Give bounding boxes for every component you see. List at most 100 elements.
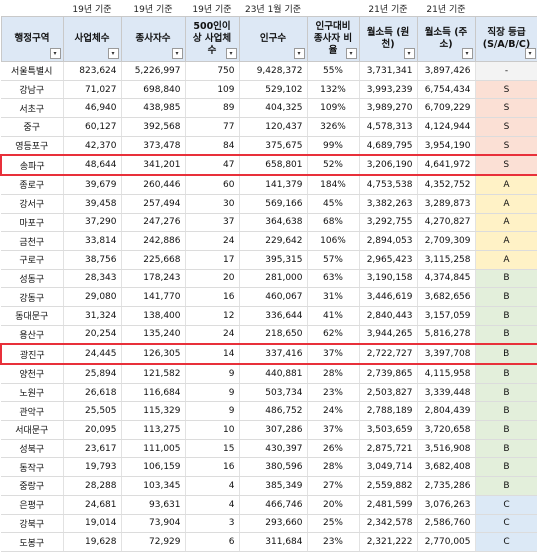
- value-cell[interactable]: 4,641,972: [417, 154, 476, 177]
- value-cell[interactable]: 3,944,265: [359, 325, 418, 345]
- district-cell[interactable]: 송파구: [0, 154, 64, 177]
- district-cell[interactable]: 중랑구: [1, 476, 64, 496]
- value-cell[interactable]: 392,568: [121, 117, 186, 137]
- value-cell[interactable]: 47: [185, 154, 240, 177]
- value-cell[interactable]: 33,814: [63, 231, 122, 251]
- value-cell[interactable]: 31,324: [63, 306, 122, 326]
- value-cell[interactable]: 2,321,222: [359, 532, 418, 552]
- grade-cell[interactable]: B: [475, 364, 537, 384]
- value-cell[interactable]: 2,481,599: [359, 495, 418, 515]
- district-cell[interactable]: 강동구: [1, 287, 64, 307]
- value-cell[interactable]: 19,628: [63, 532, 122, 552]
- value-cell[interactable]: 19,014: [63, 514, 122, 534]
- value-cell[interactable]: 55%: [307, 61, 360, 81]
- value-cell[interactable]: 5,226,997: [121, 61, 186, 81]
- value-cell[interactable]: 3,993,239: [359, 80, 418, 100]
- filter-dropdown-icon[interactable]: ▾: [403, 48, 415, 59]
- value-cell[interactable]: 23%: [307, 532, 360, 552]
- district-cell[interactable]: 광진구: [0, 343, 64, 365]
- grade-cell[interactable]: S: [475, 154, 537, 177]
- grade-cell[interactable]: A: [475, 175, 537, 195]
- value-cell[interactable]: 3,516,908: [417, 439, 476, 459]
- value-cell[interactable]: 106%: [307, 231, 360, 251]
- district-cell[interactable]: 금천구: [1, 231, 64, 251]
- value-cell[interactable]: 2,894,053: [359, 231, 418, 251]
- value-cell[interactable]: 2,875,721: [359, 439, 418, 459]
- value-cell[interactable]: 52%: [307, 154, 360, 177]
- filter-dropdown-icon[interactable]: ▾: [461, 48, 473, 59]
- value-cell[interactable]: 2,840,443: [359, 306, 418, 326]
- grade-cell[interactable]: B: [475, 269, 537, 289]
- value-cell[interactable]: 103,345: [121, 476, 186, 496]
- value-cell[interactable]: 184%: [307, 175, 360, 195]
- value-cell[interactable]: 132%: [307, 80, 360, 100]
- value-cell[interactable]: 138,400: [121, 306, 186, 326]
- grade-cell[interactable]: B: [475, 476, 537, 496]
- value-cell[interactable]: 6,709,229: [417, 98, 476, 119]
- filter-dropdown-icon[interactable]: ▾: [225, 48, 237, 59]
- value-cell[interactable]: 89: [185, 98, 240, 119]
- grade-cell[interactable]: A: [475, 213, 537, 233]
- value-cell[interactable]: 3,049,714: [359, 457, 418, 478]
- value-cell[interactable]: 293,660: [239, 514, 308, 534]
- value-cell[interactable]: 3,206,190: [359, 154, 418, 177]
- value-cell[interactable]: 178,243: [121, 269, 186, 289]
- value-cell[interactable]: 3,989,270: [359, 98, 418, 119]
- district-cell[interactable]: 강서구: [1, 194, 64, 214]
- column-header[interactable]: 월소득 (원천) ▾: [358, 16, 418, 62]
- value-cell[interactable]: 2,503,827: [359, 383, 418, 403]
- grade-cell[interactable]: S: [475, 117, 537, 137]
- value-cell[interactable]: 247,276: [121, 213, 186, 233]
- value-cell[interactable]: 3,446,619: [359, 287, 418, 307]
- value-cell[interactable]: 466,746: [239, 495, 308, 515]
- value-cell[interactable]: 3,382,263: [359, 194, 418, 214]
- value-cell[interactable]: 27%: [307, 476, 360, 496]
- value-cell[interactable]: 823,624: [63, 61, 122, 81]
- district-cell[interactable]: 도봉구: [1, 532, 64, 552]
- value-cell[interactable]: 3,190,158: [359, 269, 418, 289]
- district-cell[interactable]: 강남구: [1, 80, 64, 100]
- value-cell[interactable]: 30: [185, 194, 240, 214]
- value-cell[interactable]: 63%: [307, 269, 360, 289]
- value-cell[interactable]: 404,325: [239, 98, 308, 119]
- district-cell[interactable]: 영등포구: [1, 136, 64, 156]
- value-cell[interactable]: 45%: [307, 194, 360, 214]
- value-cell[interactable]: 242,886: [121, 231, 186, 251]
- value-cell[interactable]: 46,940: [63, 98, 122, 119]
- value-cell[interactable]: 23%: [307, 383, 360, 403]
- value-cell[interactable]: 430,397: [239, 439, 308, 459]
- value-cell[interactable]: 99%: [307, 136, 360, 156]
- value-cell[interactable]: 71,027: [63, 80, 122, 100]
- district-cell[interactable]: 서초구: [1, 98, 64, 119]
- value-cell[interactable]: 3,954,190: [417, 136, 476, 156]
- district-cell[interactable]: 관악구: [1, 401, 64, 422]
- value-cell[interactable]: 28,288: [63, 476, 122, 496]
- value-cell[interactable]: 3,157,059: [417, 306, 476, 326]
- grade-cell[interactable]: C: [475, 495, 537, 515]
- value-cell[interactable]: 2,735,286: [417, 476, 476, 496]
- value-cell[interactable]: 3,731,341: [359, 61, 418, 81]
- value-cell[interactable]: 3,339,448: [417, 383, 476, 403]
- value-cell[interactable]: 4,753,538: [359, 175, 418, 195]
- value-cell[interactable]: 37%: [307, 420, 360, 440]
- value-cell[interactable]: 375,675: [239, 136, 308, 156]
- value-cell[interactable]: 24: [185, 231, 240, 251]
- district-cell[interactable]: 마포구: [1, 213, 64, 233]
- grade-cell[interactable]: S: [475, 98, 537, 119]
- value-cell[interactable]: 48,644: [63, 154, 122, 177]
- value-cell[interactable]: 24,681: [63, 495, 122, 515]
- value-cell[interactable]: 60,127: [63, 117, 122, 137]
- value-cell[interactable]: 2,770,005: [417, 532, 476, 552]
- value-cell[interactable]: 3,115,258: [417, 250, 476, 270]
- value-cell[interactable]: 37: [185, 213, 240, 233]
- value-cell[interactable]: 3,292,755: [359, 213, 418, 233]
- filter-dropdown-icon[interactable]: ▾: [293, 48, 305, 59]
- value-cell[interactable]: 12: [185, 306, 240, 326]
- value-cell[interactable]: 20%: [307, 495, 360, 515]
- grade-cell[interactable]: A: [475, 194, 537, 214]
- filter-dropdown-icon[interactable]: ▾: [345, 48, 357, 59]
- column-header[interactable]: 인구대비 종사자 비율 ▾: [306, 16, 360, 62]
- column-header[interactable]: 월소득 (주소) ▾: [416, 16, 476, 62]
- grade-cell[interactable]: -: [475, 61, 537, 81]
- value-cell[interactable]: 37,290: [63, 213, 122, 233]
